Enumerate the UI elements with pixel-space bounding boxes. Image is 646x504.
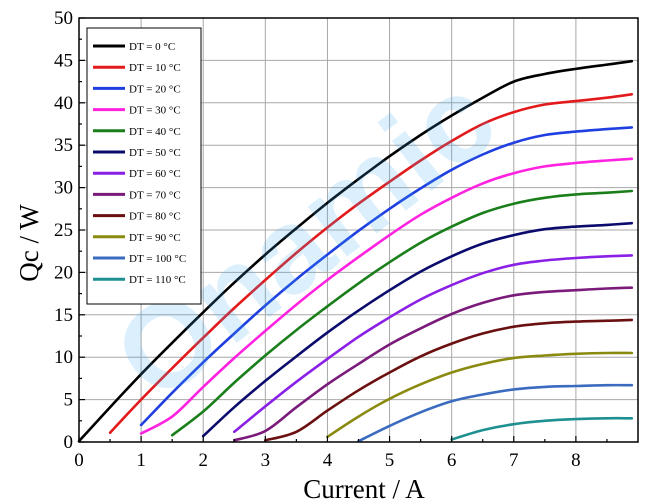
legend-label: DT = 30 °C bbox=[129, 105, 181, 117]
x-tick-label: 4 bbox=[323, 450, 333, 471]
series-line-1 bbox=[108, 93, 634, 434]
y-tick-label: 20 bbox=[54, 262, 73, 283]
y-tick-label: 10 bbox=[54, 347, 73, 368]
legend-label: DT = 80 °C bbox=[129, 211, 181, 223]
series-line-7 bbox=[233, 286, 634, 442]
series-line-8 bbox=[264, 318, 634, 442]
legend-label: DT = 100 °C bbox=[129, 253, 186, 265]
x-tick-labels: 0 1 2 3 4 5 6 7 8 bbox=[74, 450, 580, 471]
x-tick-label: 3 bbox=[261, 450, 271, 471]
series-line-0 bbox=[77, 59, 634, 443]
y-tick-label: 45 bbox=[54, 50, 73, 71]
series-lines bbox=[77, 59, 634, 443]
legend-label: DT = 90 °C bbox=[129, 232, 181, 244]
legend-label: DT = 110 °C bbox=[129, 274, 186, 286]
y-tick-label: 0 bbox=[64, 432, 74, 453]
legend-label: DT = 60 °C bbox=[129, 168, 181, 180]
series-line-11 bbox=[450, 416, 634, 441]
legend-label: DT = 10 °C bbox=[129, 62, 181, 74]
x-tick-label: 2 bbox=[198, 450, 208, 471]
series-line-4 bbox=[170, 189, 634, 437]
legend-label: DT = 70 °C bbox=[129, 189, 181, 201]
y-tick-label: 5 bbox=[64, 390, 74, 411]
y-tick-label: 30 bbox=[54, 178, 73, 199]
y-tick-label: 25 bbox=[54, 220, 73, 241]
series-line-5 bbox=[201, 221, 634, 438]
x-tick-label: 6 bbox=[447, 450, 457, 471]
y-tick-label: 50 bbox=[54, 8, 73, 29]
y-tick-label: 35 bbox=[54, 135, 73, 156]
legend-label: DT = 20 °C bbox=[129, 83, 181, 95]
y-tick-label: 40 bbox=[54, 93, 73, 114]
x-tick-label: 0 bbox=[74, 450, 84, 471]
legend: DT = 0 °C DT = 10 °C DT = 20 °C DT = 30 °C D… bbox=[86, 27, 202, 305]
x-axis-title: Current / A bbox=[303, 474, 425, 504]
y-tick-labels: 0 5 10 15 20 25 30 35 40 45 50 bbox=[54, 8, 73, 453]
axis-ticks bbox=[78, 17, 608, 443]
x-tick-label: 5 bbox=[385, 450, 395, 471]
x-tick-label: 8 bbox=[571, 450, 581, 471]
legend-label: DT = 50 °C bbox=[129, 147, 181, 159]
y-axis-title: Qc / W bbox=[14, 204, 44, 282]
series-line-9 bbox=[326, 351, 634, 439]
series-line-10 bbox=[357, 383, 634, 443]
series-line-3 bbox=[139, 157, 634, 435]
series-line-6 bbox=[233, 254, 634, 434]
x-tick-label: 7 bbox=[509, 450, 519, 471]
x-tick-label: 1 bbox=[136, 450, 146, 471]
legend-label: DT = 40 °C bbox=[129, 126, 181, 138]
series-line-2 bbox=[139, 126, 634, 427]
y-tick-label: 15 bbox=[54, 305, 73, 326]
legend-label: DT = 0 °C bbox=[129, 41, 175, 53]
